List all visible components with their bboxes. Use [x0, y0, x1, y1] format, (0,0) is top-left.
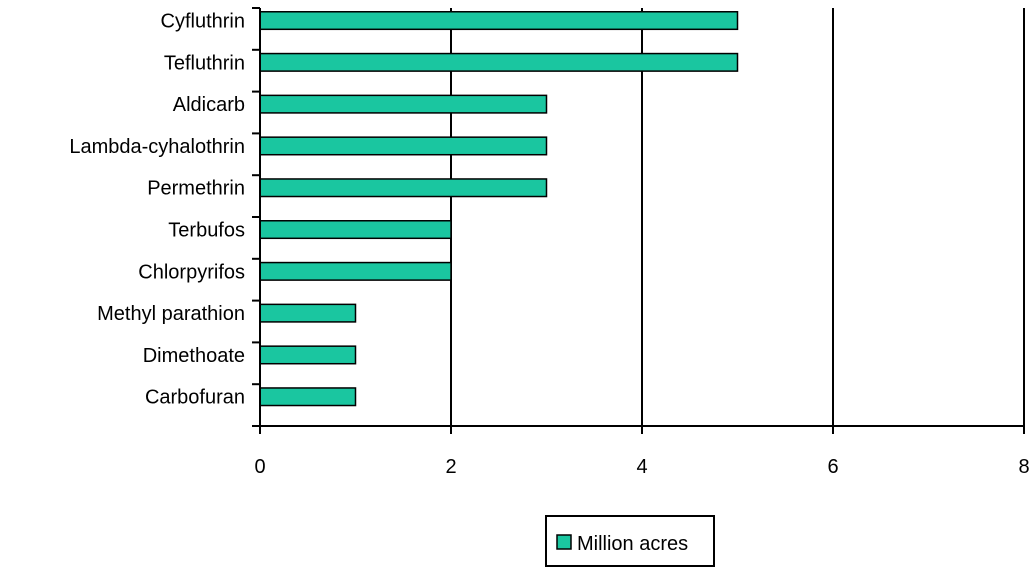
- category-label: Tefluthrin: [164, 52, 245, 74]
- x-tick-label: 6: [827, 456, 838, 478]
- category-label: Methyl parathion: [97, 303, 245, 325]
- legend-label: Million acres: [577, 533, 688, 555]
- legend-box: [545, 515, 715, 567]
- category-label: Permethrin: [147, 178, 245, 200]
- bar-dimethoate: [259, 345, 357, 365]
- category-label: Cyfluthrin: [161, 11, 245, 33]
- x-tick-label: 0: [254, 456, 265, 478]
- category-label: Lambda-cyhalothrin: [69, 136, 245, 158]
- bar-permethrin: [259, 178, 548, 198]
- category-label: Terbufos: [168, 220, 245, 242]
- x-tick-label: 8: [1018, 456, 1029, 478]
- bar-methyl-parathion: [259, 303, 357, 323]
- bar-chlorpyrifos: [259, 261, 452, 281]
- legend-swatch: [556, 534, 572, 550]
- category-label: Carbofuran: [145, 387, 245, 409]
- gridlines: [450, 8, 1025, 426]
- bar-carbofuran: [259, 387, 357, 407]
- category-label: Chlorpyrifos: [138, 261, 245, 283]
- category-label: Dimethoate: [143, 345, 245, 367]
- bar-lambda-cyhalothrin: [259, 136, 548, 156]
- category-labels: Cyfluthrin Tefluthrin Aldicarb Lambda-cyhal…: [69, 11, 245, 409]
- tick-labels: 0 2 4 6 8: [254, 456, 1029, 478]
- category-label: Aldicarb: [173, 94, 245, 116]
- legend: Million acres: [545, 515, 715, 567]
- bar-terbufos: [259, 220, 452, 240]
- x-tick-label: 4: [636, 456, 647, 478]
- bar-tefluthrin: [259, 52, 739, 72]
- bar-cyfluthrin: [259, 11, 739, 31]
- x-tick-label: 2: [445, 456, 456, 478]
- bar-aldicarb: [259, 94, 548, 114]
- bars: [259, 11, 739, 407]
- axes: [252, 7, 1025, 434]
